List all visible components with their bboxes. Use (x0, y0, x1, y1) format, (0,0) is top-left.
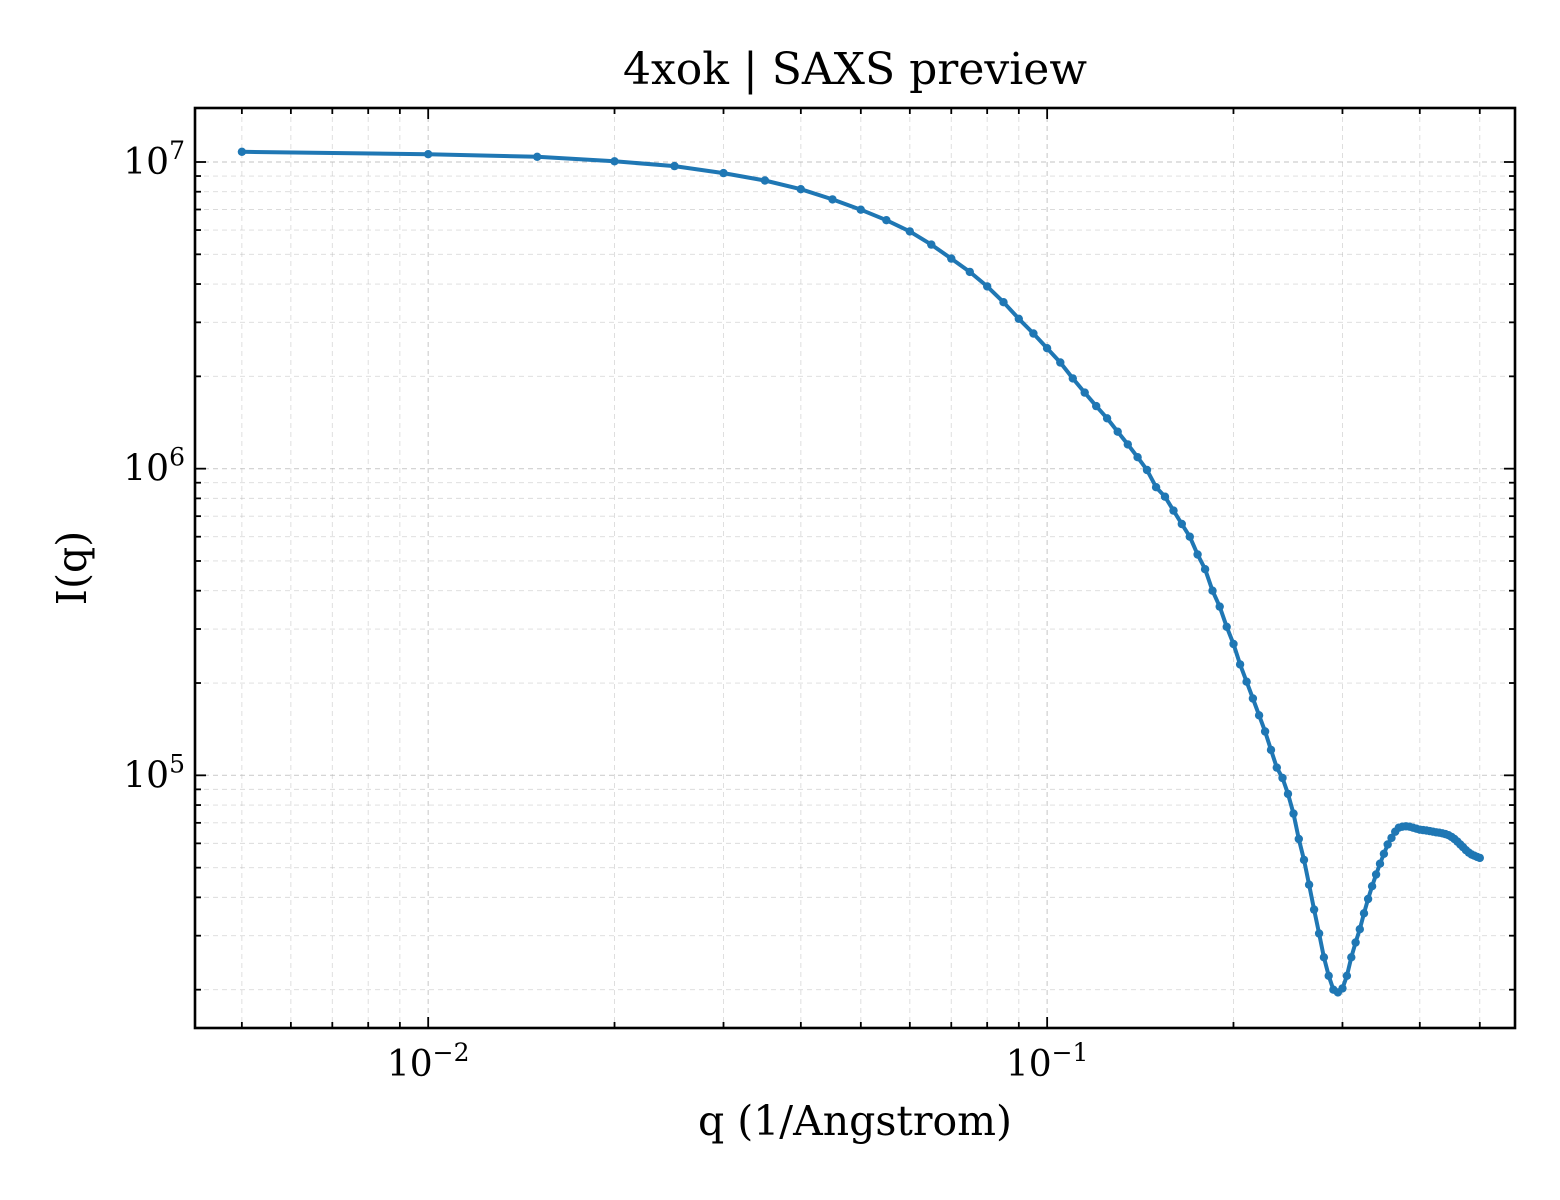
data-point (796, 185, 805, 194)
tick-labels: 10−2 10−1 105 106 107 (123, 136, 1088, 1085)
x-tick-label: 10−1 (1006, 1038, 1089, 1085)
data-point (1102, 414, 1112, 423)
data-point (1169, 506, 1178, 515)
data-point (1260, 727, 1270, 736)
data-point (1299, 855, 1309, 865)
data-point (1042, 344, 1052, 353)
data-point (1363, 894, 1373, 904)
data-point (1177, 519, 1187, 529)
data-point (882, 216, 891, 225)
data-point (1367, 882, 1377, 891)
data-point (1309, 905, 1319, 914)
data-point (947, 254, 956, 263)
data-point (1029, 329, 1038, 338)
data-point (905, 227, 914, 236)
plot-area (237, 147, 1485, 997)
data-point (1222, 622, 1231, 631)
data-point (965, 267, 974, 277)
data-point (1379, 849, 1389, 858)
data-point (1142, 465, 1152, 475)
data-point (1359, 909, 1369, 918)
data-point (1375, 859, 1385, 868)
x-axis-label: q (1/Angstrom) (698, 1097, 1012, 1145)
data-point (237, 147, 247, 156)
data-point (1289, 809, 1298, 818)
data-point (1283, 789, 1293, 799)
data-point (1266, 745, 1276, 755)
data-point (1200, 565, 1210, 574)
y-tick-label: 107 (123, 136, 185, 183)
data-point (1383, 840, 1392, 849)
data-point (1254, 711, 1264, 720)
data-point (424, 150, 433, 159)
data-point (1324, 971, 1333, 980)
data-point (1342, 971, 1352, 980)
data-point (1215, 602, 1224, 611)
data-point (610, 157, 619, 166)
data-point (828, 195, 837, 204)
data-point (719, 168, 728, 178)
data-point (1475, 853, 1485, 863)
data-point (1338, 984, 1347, 993)
data-point (1319, 953, 1329, 962)
data-point (1185, 532, 1195, 541)
data-point (1294, 834, 1304, 844)
data-point (533, 152, 542, 161)
data-point (1242, 677, 1251, 686)
data-point (1304, 880, 1314, 889)
data-point (1123, 440, 1133, 449)
data-point (1235, 660, 1245, 669)
data-point (1208, 586, 1217, 595)
y-axis-label: I(q) (48, 531, 96, 605)
data-point (999, 298, 1008, 307)
data-point (1092, 401, 1101, 411)
data-point (1248, 694, 1258, 703)
data-point (1278, 773, 1287, 783)
data-point (856, 205, 865, 214)
data-point (1387, 833, 1396, 843)
data-point (1068, 374, 1078, 383)
data-point (1347, 953, 1356, 962)
data-point (1133, 453, 1142, 462)
x-tick-label: 10−2 (387, 1038, 470, 1085)
data-point (1080, 388, 1089, 397)
data-point (1113, 427, 1122, 436)
data-point (927, 240, 936, 249)
axes-frame (193, 106, 1517, 1030)
data-point (1229, 639, 1238, 649)
data-point (1351, 938, 1360, 947)
data-point (1272, 763, 1282, 772)
data-point (1355, 925, 1365, 934)
data-point (1193, 550, 1202, 559)
data-point (1056, 358, 1065, 367)
y-tick-label: 105 (123, 749, 185, 796)
data-point (1314, 929, 1324, 938)
chart-title: 4xok | SAXS preview (623, 44, 1087, 95)
data-point (760, 176, 770, 185)
data-point (1160, 492, 1170, 501)
data-point (1151, 483, 1161, 492)
data-point (670, 161, 679, 171)
y-tick-label: 106 (123, 443, 185, 490)
data-point (983, 282, 992, 291)
data-point (1371, 870, 1381, 879)
data-point (1014, 314, 1023, 323)
